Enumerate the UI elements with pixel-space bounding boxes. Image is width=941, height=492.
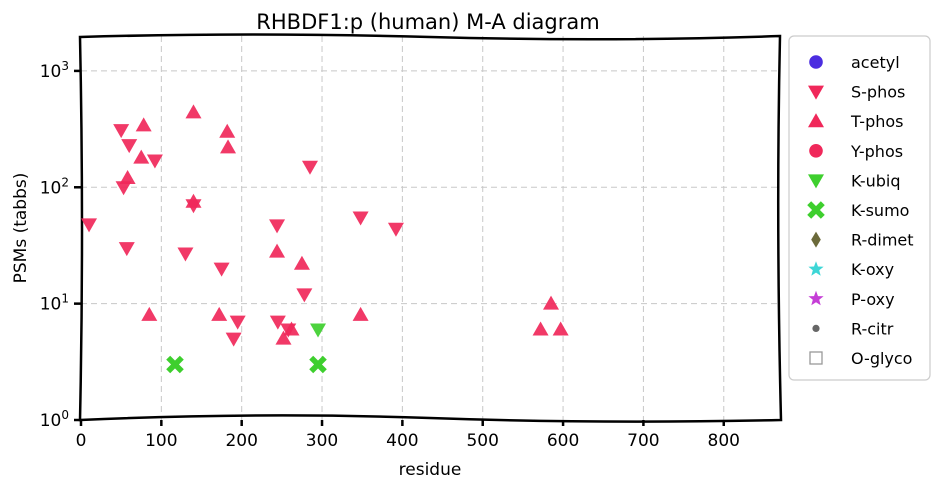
data-point-t-phos: [185, 104, 202, 119]
x-tick-label: 500: [466, 431, 498, 451]
grid-lines: [81, 36, 780, 420]
data-point-s-phos: [81, 218, 98, 233]
legend-box: [788, 35, 931, 381]
data-point-t-phos: [211, 306, 228, 321]
legend-marker-acetyl: [809, 55, 823, 69]
y-tick-label: 101: [40, 292, 69, 315]
x-tick-label: 600: [547, 431, 579, 451]
legend: acetyl S-phos T-phos Y-phos K-ubiq K-sumo R-di…: [788, 35, 931, 381]
y-tick-label: 100: [40, 408, 69, 431]
data-point-t-phos: [119, 170, 136, 185]
legend-marker-y-phos: [809, 144, 823, 158]
chart-title: RHBDF1:p (human) M-A diagram: [256, 10, 599, 34]
data-point-s-phos: [177, 247, 194, 262]
y-axis-ticks: 100 101 102 103: [40, 59, 81, 431]
x-tick-label: 800: [708, 431, 740, 451]
plot-frame: [78, 33, 783, 423]
legend-marker-r-dimet: [811, 231, 821, 248]
data-point-s-phos: [296, 288, 313, 303]
data-point-s-phos: [225, 332, 242, 347]
data-point-t-phos: [219, 123, 236, 138]
data-point-s-phos: [118, 242, 135, 257]
data-point-t-phos: [293, 255, 310, 270]
legend-marker-k-sumo: [807, 201, 825, 219]
legend-marker-k-ubiq: [808, 174, 824, 189]
legend-marker-t-phos: [808, 113, 824, 128]
data-point-t-phos: [543, 295, 560, 310]
legend-label: K-sumo: [851, 201, 909, 220]
legend-marker-k-oxy: [808, 261, 824, 276]
legend-label: R-citr: [851, 319, 894, 338]
legend-label: Y-phos: [850, 142, 903, 161]
legend-marker-s-phos: [808, 85, 824, 100]
legend-label: acetyl: [851, 53, 900, 72]
x-tick-label: 100: [145, 431, 177, 451]
data-point-s-phos: [113, 124, 130, 139]
legend-marker-r-citr: [812, 324, 820, 332]
legend-marker-o-glyco: [809, 351, 823, 365]
data-point-t-phos: [133, 149, 150, 164]
y-tick-label: 103: [40, 59, 69, 82]
legend-label: S-phos: [851, 83, 905, 102]
data-point-s-phos: [269, 315, 286, 330]
data-point-s-phos: [213, 262, 230, 277]
x-axis-ticks: 0 100 200 300 400 500 600 700 800: [76, 420, 740, 451]
data-point-t-phos: [135, 117, 152, 132]
data-point-s-phos: [387, 222, 404, 237]
data-point-t-phos: [269, 243, 286, 258]
data-point-k-ubiq: [310, 323, 327, 338]
legend-label: P-oxy: [851, 290, 895, 309]
x-tick-label: 200: [225, 431, 257, 451]
data-point-s-phos: [121, 139, 138, 154]
data-point-t-phos: [275, 330, 292, 345]
legend-label: R-dimet: [851, 231, 914, 250]
data-point-s-phos: [229, 315, 246, 330]
x-tick-label: 400: [386, 431, 418, 451]
data-point-s-phos: [115, 181, 132, 196]
data-point-s-phos: [269, 219, 286, 234]
legend-marker-p-oxy: [808, 290, 824, 306]
data-point-k-sumo: [166, 355, 184, 374]
data-point-t-phos: [185, 193, 202, 208]
data-point-k-sumo: [309, 355, 327, 374]
y-axis-label: PSMs (tabbs): [11, 173, 31, 284]
x-tick-label: 700: [627, 431, 659, 451]
data-point-t-phos: [141, 306, 158, 321]
data-point-t-phos: [532, 321, 549, 336]
legend-label: K-ubiq: [851, 171, 900, 190]
data-point-s-phos: [352, 211, 369, 226]
legend-label: O-glyco: [851, 349, 912, 368]
data-point-s-phos: [146, 154, 163, 169]
x-tick-label: 0: [76, 431, 87, 451]
x-axis-label: residue: [399, 460, 462, 480]
x-tick-label: 300: [306, 431, 338, 451]
legend-label: K-oxy: [851, 260, 894, 279]
data-point-t-phos: [220, 139, 237, 154]
legend-label: T-phos: [850, 112, 904, 131]
y-tick-label: 102: [40, 175, 69, 198]
data-point-t-phos: [552, 321, 569, 336]
data-point-t-phos: [283, 321, 300, 336]
data-points: [81, 104, 569, 374]
data-point-s-phos: [301, 160, 318, 175]
data-point-t-phos: [352, 306, 369, 321]
